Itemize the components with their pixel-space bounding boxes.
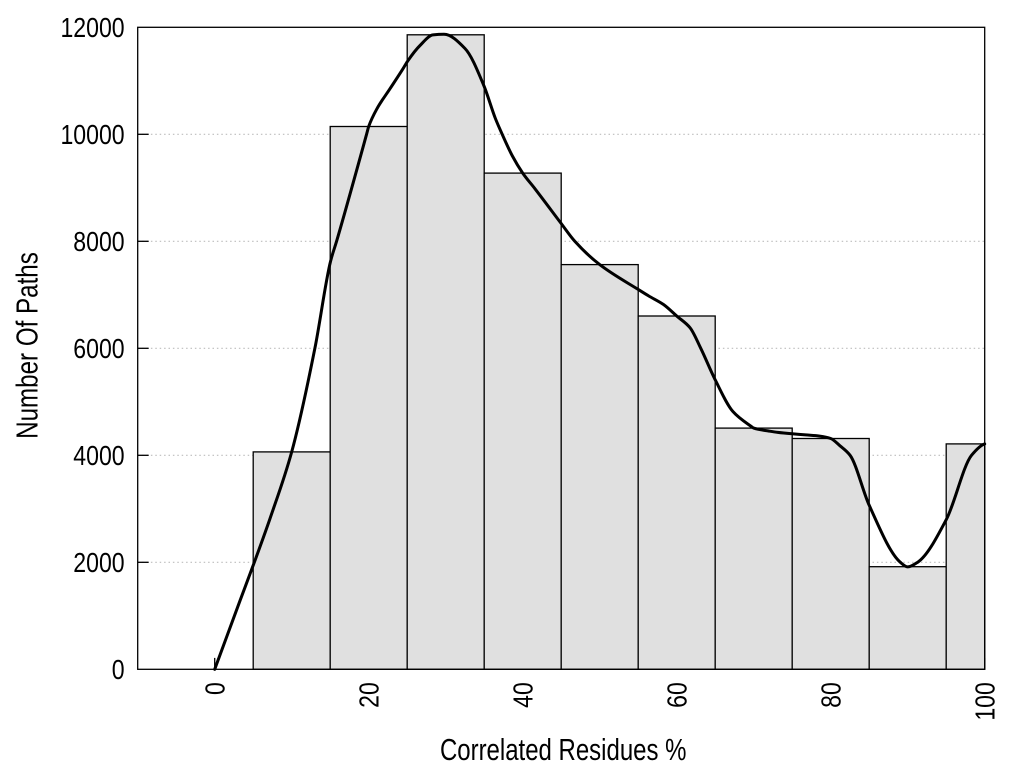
svg-text:100: 100 [970,682,1001,720]
svg-text:40: 40 [508,682,539,708]
svg-text:2000: 2000 [73,548,124,579]
svg-text:20: 20 [354,682,385,708]
svg-text:Correlated Residues %: Correlated Residues % [440,732,687,767]
svg-text:10000: 10000 [60,120,124,151]
svg-text:8000: 8000 [73,227,124,258]
svg-text:12000: 12000 [60,13,124,44]
svg-text:0: 0 [200,682,231,695]
svg-text:80: 80 [816,682,847,708]
svg-text:60: 60 [662,682,693,708]
svg-text:6000: 6000 [73,334,124,365]
svg-text:0: 0 [112,655,125,686]
svg-text:4000: 4000 [73,441,124,472]
svg-text:Number Of Paths: Number Of Paths [9,252,44,439]
